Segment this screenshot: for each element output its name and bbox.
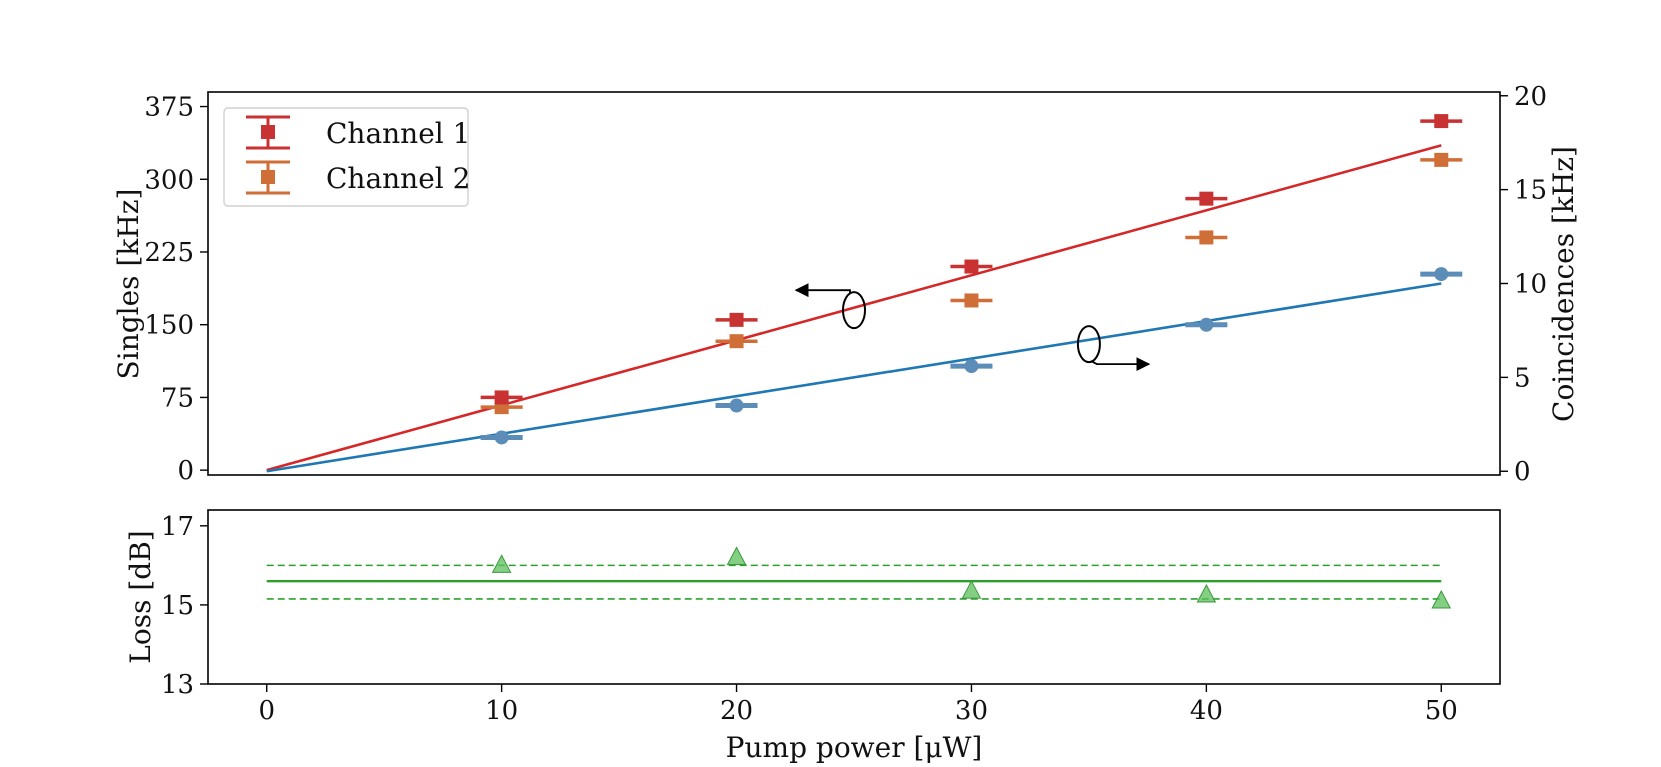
channel-2-point	[1434, 152, 1449, 167]
legend-frame	[223, 107, 469, 207]
channel-1-point	[729, 312, 744, 327]
x-tick-label: 20	[720, 696, 753, 726]
legend-entry-channel-2: Channel 2	[246, 160, 470, 195]
axis-indicators	[794, 283, 1151, 372]
legend-label-channel-1: Channel 1	[326, 117, 470, 150]
bottom-x-ticks: 0 10 20 30 40 50	[258, 684, 1458, 726]
left-y-tick-label: 375	[144, 93, 194, 123]
x-tick-label: 0	[258, 696, 275, 726]
coincidences-point	[964, 359, 979, 374]
axis-indicator-arrow-left	[794, 283, 851, 298]
left-y-tick-label: 0	[177, 456, 194, 486]
top-data-markers	[480, 114, 1463, 445]
left-y-tick-label: 75	[161, 383, 194, 413]
coincidences-point	[1199, 317, 1214, 332]
fit-line-right-axis	[266, 282, 1442, 473]
loss-point	[491, 554, 512, 573]
left-y-tick-label: 300	[144, 165, 194, 195]
top-right-y-ticks: 0 5 10 15 20	[1500, 82, 1547, 487]
x-tick-label: 30	[955, 696, 988, 726]
channel-2-point	[964, 293, 979, 308]
top-right-y-axis-label: Coincidences [kHz]	[1547, 146, 1580, 422]
coincidences-point	[729, 398, 744, 413]
loss-point	[961, 579, 982, 599]
legend: Channel 1 Channel 2	[223, 107, 470, 207]
loss-point	[726, 546, 747, 565]
channel-1-point	[494, 390, 509, 405]
x-tick-label: 10	[485, 696, 518, 726]
bottom-y-ticks: 13 15 17	[161, 512, 208, 700]
channel-1-point	[1199, 191, 1214, 206]
top-left-y-ticks: 0 75 150 225 300 375	[144, 93, 208, 486]
loss-point	[1431, 589, 1452, 609]
legend-label-channel-2: Channel 2	[326, 162, 470, 195]
top-fit-lines	[266, 144, 1442, 473]
channel-2-point	[729, 334, 744, 349]
right-y-tick-label: 10	[1514, 270, 1547, 300]
bottom-y-tick-label: 17	[161, 512, 194, 542]
bottom-y-tick-label: 15	[161, 591, 194, 621]
loss-reference-lines	[266, 564, 1442, 600]
fit-line-left-axis	[266, 144, 1442, 472]
bottom-y-axis-label: Loss [dB]	[124, 530, 157, 663]
right-y-tick-label: 0	[1514, 457, 1531, 487]
axis-indicator-ellipse	[1076, 325, 1101, 364]
bottom-panel: 13 15 17 0 10 20 30 40 50 Loss [dB] Pump power …	[124, 509, 1501, 764]
channel-2-point	[1199, 230, 1214, 245]
legend-entry-channel-1: Channel 1	[246, 115, 470, 150]
left-y-tick-label: 225	[144, 238, 194, 268]
x-tick-label: 50	[1425, 696, 1458, 726]
x-tick-label: 40	[1190, 696, 1223, 726]
loss-point	[1196, 583, 1217, 603]
legend-marker-channel-2	[261, 170, 275, 184]
right-y-tick-label: 20	[1514, 82, 1547, 112]
channel-1-point	[964, 259, 979, 274]
right-y-tick-label: 5	[1514, 363, 1531, 393]
top-panel: 0 75 150 225 300 375 0 5 10 15 20 Singles [kHz] C…	[112, 82, 1580, 487]
coincidences-point	[494, 430, 509, 445]
legend-marker-channel-1	[261, 125, 275, 139]
channel-1-point	[1434, 114, 1449, 129]
x-axis-label: Pump power [μW]	[726, 731, 983, 764]
loss-markers	[491, 546, 1452, 609]
axis-indicator-arrow-right	[1090, 357, 1151, 372]
right-y-tick-label: 15	[1514, 176, 1547, 206]
bottom-plot-frame	[207, 509, 1501, 685]
left-y-tick-label: 150	[144, 311, 194, 341]
bottom-y-tick-label: 13	[161, 670, 194, 700]
top-left-y-axis-label: Singles [kHz]	[112, 189, 145, 380]
axis-indicator-ellipse	[842, 291, 866, 330]
coincidences-point	[1434, 267, 1449, 282]
